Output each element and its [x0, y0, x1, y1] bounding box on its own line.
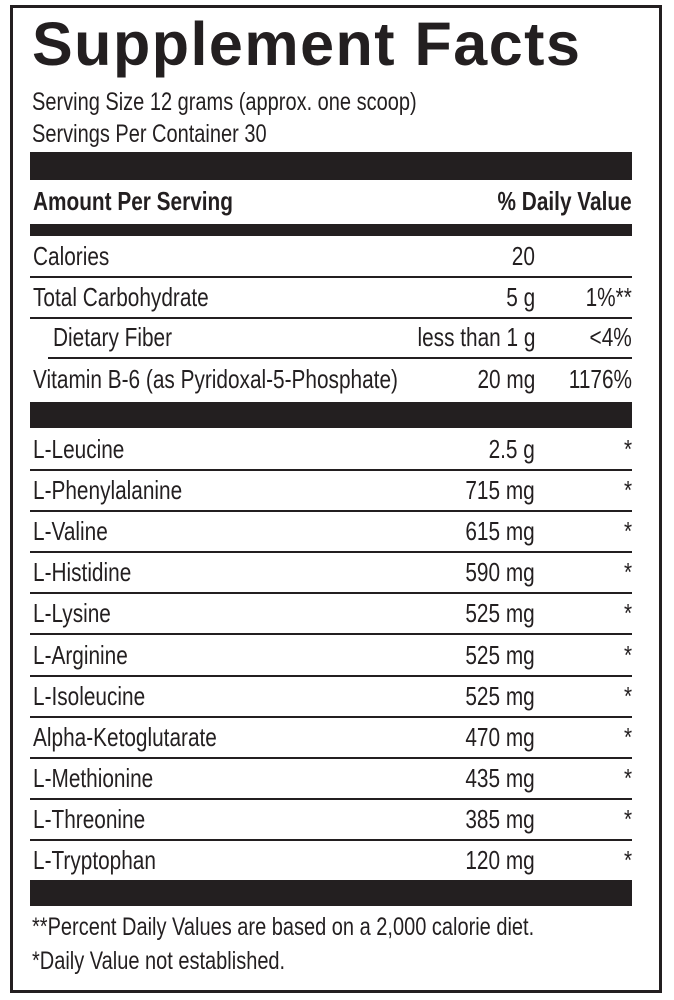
ingredient-row: L-Threonine 385 mg * — [30, 799, 632, 841]
ingredient-row: L-Isoleucine 525 mg * — [30, 676, 632, 718]
row-name: Calories — [33, 241, 110, 271]
ingredient-row: L-Phenylalanine 715 mg * — [30, 470, 632, 513]
row-daily-value: <4% — [589, 322, 632, 352]
ingredient-row: L-Leucine 2.5 g * — [30, 429, 632, 471]
header-row: Amount Per Serving % Daily Value — [30, 180, 632, 222]
row-amount: 615 mg — [465, 516, 535, 547]
row-daily-value: 1%** — [585, 282, 632, 312]
daily-value-header: % Daily Value — [497, 186, 632, 216]
row-name: L-Histidine — [33, 557, 132, 588]
row-name: L-Isoleucine — [33, 680, 146, 711]
divider-bar — [30, 880, 632, 906]
row-amount: 435 mg — [465, 762, 535, 793]
row-name: L-Arginine — [33, 639, 128, 670]
serving-size: Serving Size 12 grams (approx. one scoop… — [32, 88, 417, 116]
nutrient-row: Dietary Fiber less than 1 g <4% — [30, 317, 632, 357]
row-amount: 715 mg — [465, 475, 535, 506]
row-name: L-Valine — [33, 516, 108, 547]
row-daily-value: 1176% — [568, 364, 632, 394]
row-daily-value: * — [623, 475, 632, 506]
row-name: Vitamin B-6 (as Pyridoxal-5-Phosphate) — [33, 364, 398, 394]
row-daily-value: * — [623, 598, 632, 629]
divider-bar — [30, 152, 632, 180]
row-name: L-Phenylalanine — [33, 475, 183, 506]
label-border — [10, 5, 662, 993]
row-amount: less than 1 g — [417, 322, 535, 352]
amount-per-serving-header: Amount Per Serving — [33, 186, 233, 216]
row-amount: 5 g — [506, 282, 535, 312]
row-name: Alpha-Ketoglutarate — [33, 721, 217, 752]
ingredient-row: L-Lysine 525 mg * — [30, 593, 632, 636]
ingredient-row: L-Arginine 525 mg * — [30, 635, 632, 677]
row-daily-value: * — [623, 803, 632, 834]
label-title: Supplement Facts — [32, 10, 582, 78]
ingredient-row: Alpha-Ketoglutarate 470 mg * — [30, 717, 632, 759]
row-amount: 470 mg — [465, 721, 535, 752]
row-amount: 525 mg — [465, 680, 535, 711]
divider-bar — [30, 402, 632, 428]
row-amount: 525 mg — [465, 598, 535, 629]
ingredient-row: L-Histidine 590 mg * — [30, 552, 632, 595]
footnote-not-established: *Daily Value not established. — [32, 947, 286, 975]
footnote-daily-values: **Percent Daily Values are based on a 2,… — [32, 913, 535, 941]
row-daily-value: * — [623, 516, 632, 547]
servings-per-container: Servings Per Container 30 — [32, 120, 267, 148]
nutrient-row: Calories 20 — [30, 236, 632, 278]
ingredient-row: L-Valine 615 mg * — [30, 511, 632, 554]
row-daily-value: * — [623, 845, 632, 875]
row-name: L-Methionine — [33, 762, 154, 793]
row-amount: 385 mg — [465, 803, 535, 834]
row-daily-value: * — [623, 721, 632, 752]
row-daily-value: * — [623, 434, 632, 464]
row-name: L-Threonine — [33, 803, 146, 834]
divider-bar — [30, 224, 632, 236]
ingredient-row: L-Tryptophan 120 mg * — [30, 840, 632, 880]
row-amount: 20 mg — [477, 364, 535, 394]
row-name: L-Lysine — [33, 598, 111, 629]
row-daily-value: * — [623, 639, 632, 670]
ingredient-row: L-Methionine 435 mg * — [30, 758, 632, 800]
row-name: L-Tryptophan — [33, 845, 156, 875]
row-name: Total Carbohydrate — [33, 282, 209, 312]
nutrient-row: Total Carbohydrate 5 g 1%** — [30, 277, 632, 319]
row-amount: 2.5 g — [488, 434, 535, 464]
row-amount: 525 mg — [465, 639, 535, 670]
row-amount: 20 — [511, 241, 535, 271]
row-daily-value: * — [623, 680, 632, 711]
row-daily-value: * — [623, 762, 632, 793]
row-daily-value: * — [623, 557, 632, 588]
row-name: L-Leucine — [33, 434, 125, 464]
row-name: Dietary Fiber — [53, 322, 173, 352]
row-amount: 590 mg — [465, 557, 535, 588]
nutrient-row: Vitamin B-6 (as Pyridoxal-5-Phosphate) 20… — [30, 359, 632, 399]
row-amount: 120 mg — [465, 845, 535, 875]
divider-line — [48, 357, 632, 359]
